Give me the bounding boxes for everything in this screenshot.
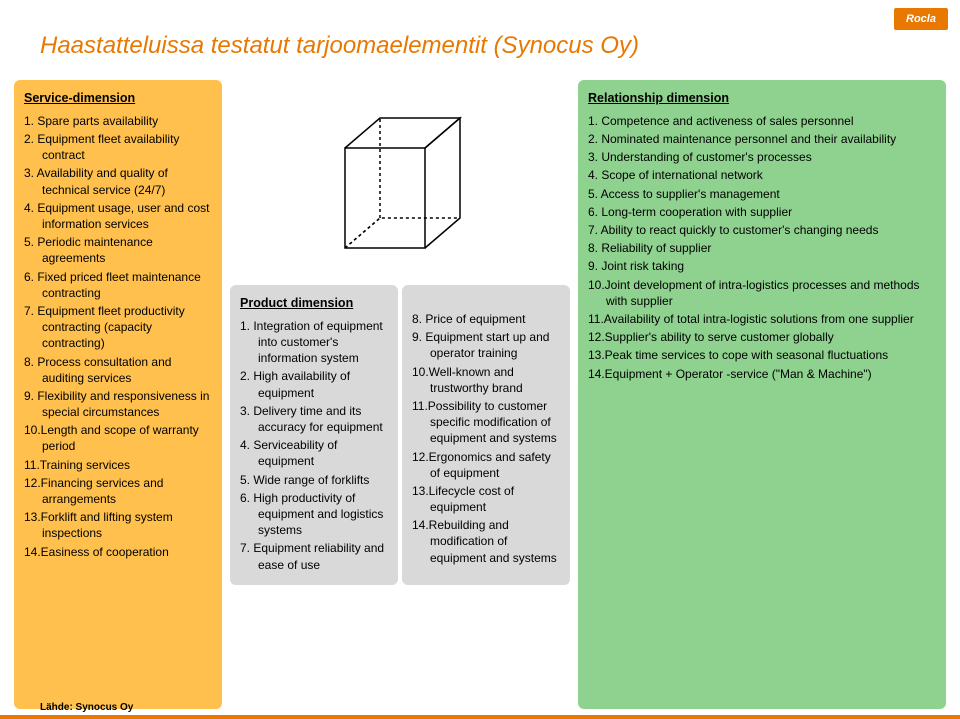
list-item: 2. Nominated maintenance personnel and t… <box>588 131 936 147</box>
list-item: 14.Easiness of cooperation <box>24 544 212 560</box>
list-item: 8. Reliability of supplier <box>588 240 936 256</box>
list-item: 8. Process consultation and auditing ser… <box>24 354 212 386</box>
list-item: 9. Flexibility and responsiveness in spe… <box>24 388 212 420</box>
columns-container: Service-dimension 1. Spare parts availab… <box>14 80 946 709</box>
service-list: 1. Spare parts availability 2. Equipment … <box>24 113 212 560</box>
list-item: 3. Availability and quality of technical… <box>24 165 212 197</box>
product-list-right: 8. Price of equipment 9. Equipment start … <box>412 311 560 566</box>
brand-logo: Rocla <box>894 8 948 30</box>
list-item: 5. Wide range of forklifts <box>240 472 388 488</box>
list-item: 1. Competence and activeness of sales pe… <box>588 113 936 129</box>
list-item: 7. Equipment fleet productivity contract… <box>24 303 212 352</box>
list-item: 5. Access to supplier's management <box>588 186 936 202</box>
source-label: Lähde: Synocus Oy <box>40 702 133 713</box>
list-item: 2. Equipment fleet availability contract <box>24 131 212 163</box>
list-item: 2. High availability of equipment <box>240 368 388 400</box>
relationship-heading: Relationship dimension <box>588 90 936 107</box>
list-item: 12.Financing services and arrangements <box>24 475 212 507</box>
list-item: 5. Periodic maintenance agreements <box>24 234 212 266</box>
list-item: 8. Price of equipment <box>412 311 560 327</box>
list-item: 4. Serviceability of equipment <box>240 437 388 469</box>
product-list-left: 1. Integration of equipment into custome… <box>240 318 388 573</box>
list-item: 9. Equipment start up and operator train… <box>412 329 560 361</box>
list-item: 9. Joint risk taking <box>588 258 936 274</box>
list-item: 13.Peak time services to cope with seaso… <box>588 347 936 363</box>
list-item: 3. Understanding of customer's processes <box>588 149 936 165</box>
product-heading: Product dimension <box>240 295 388 312</box>
list-item: 11.Possibility to customer specific modi… <box>412 398 560 447</box>
list-item: 6. Long-term cooperation with supplier <box>588 204 936 220</box>
relationship-list: 1. Competence and activeness of sales pe… <box>588 113 936 382</box>
list-item: 12.Supplier's ability to serve customer … <box>588 329 936 345</box>
list-item: 3. Delivery time and its accuracy for eq… <box>240 403 388 435</box>
list-item: 10.Joint development of intra-logistics … <box>588 277 936 309</box>
list-item: 4. Equipment usage, user and cost inform… <box>24 200 212 232</box>
product-column: Product dimension 1. Integration of equi… <box>230 80 570 709</box>
relationship-dimension-box: Relationship dimension 1. Competence and… <box>578 80 946 709</box>
list-item: 4. Scope of international network <box>588 167 936 183</box>
list-item: 1. Integration of equipment into custome… <box>240 318 388 367</box>
list-item: 14.Rebuilding and modification of equipm… <box>412 517 560 566</box>
list-item: 1. Spare parts availability <box>24 113 212 129</box>
service-dimension-box: Service-dimension 1. Spare parts availab… <box>14 80 222 709</box>
list-item: 6. Fixed priced fleet maintenance contra… <box>24 269 212 301</box>
list-item: 10.Well-known and trustworthy brand <box>412 364 560 396</box>
service-heading: Service-dimension <box>24 90 212 107</box>
list-item: 6. High productivity of equipment and lo… <box>240 490 388 539</box>
cube-icon <box>315 98 485 268</box>
list-item: 14.Equipment + Operator -service ("Man &… <box>588 366 936 382</box>
cube-diagram <box>315 80 485 285</box>
list-item: 11.Availability of total intra-logistic … <box>588 311 936 327</box>
product-box-right: 8. Price of equipment 9. Equipment start … <box>402 285 570 585</box>
list-item: 7. Ability to react quickly to customer'… <box>588 222 936 238</box>
list-item: 7. Equipment reliability and ease of use <box>240 540 388 572</box>
list-item: 11.Training services <box>24 457 212 473</box>
page-title: Haastatteluissa testatut tarjoomaelement… <box>40 32 639 60</box>
list-item: 13.Forklift and lifting system inspectio… <box>24 509 212 541</box>
list-item: 13.Lifecycle cost of equipment <box>412 483 560 515</box>
footer-accent-bar <box>0 715 960 719</box>
product-box-left: Product dimension 1. Integration of equi… <box>230 285 398 585</box>
list-item: 10.Length and scope of warranty period <box>24 422 212 454</box>
list-item: 12.Ergonomics and safety of equipment <box>412 449 560 481</box>
